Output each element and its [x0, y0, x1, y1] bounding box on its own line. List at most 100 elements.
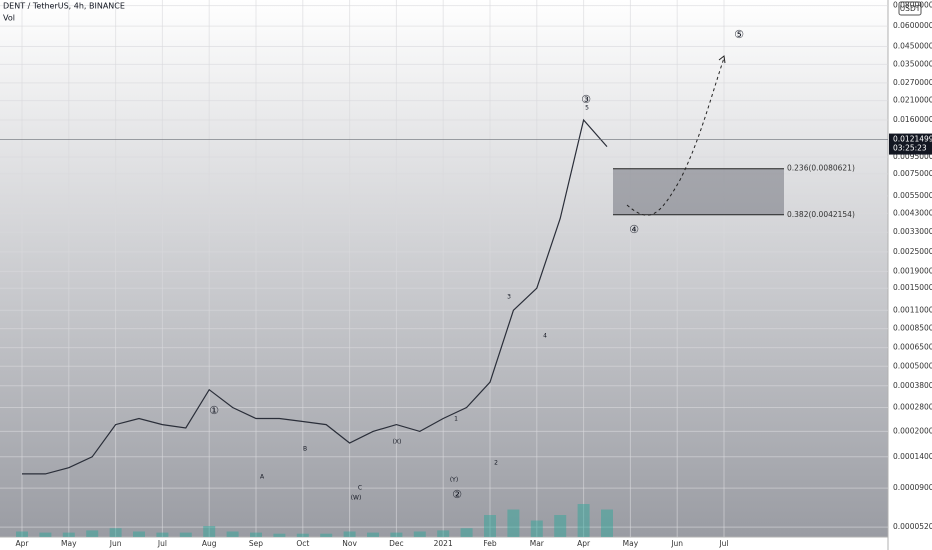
wave-label: ③ — [581, 93, 591, 106]
x-tick-label: Sep — [249, 539, 263, 548]
time-axis — [0, 537, 888, 550]
wave-label: 3 — [507, 294, 511, 301]
y-tick-label: 0.0210000 — [893, 96, 932, 105]
fib-label: 0.382(0.0042154) — [787, 210, 855, 219]
x-tick-label: Aug — [202, 539, 217, 548]
volume-bar — [203, 526, 216, 537]
volume-bar — [554, 515, 567, 537]
wave-label: (Y) — [450, 477, 458, 484]
y-tick-label: 0.0003800 — [893, 381, 932, 390]
x-tick-label: Apr — [577, 539, 591, 548]
y-tick-label: 0.0800000 — [893, 1, 932, 10]
volume-bar — [179, 532, 192, 537]
volume-bar — [16, 531, 28, 537]
y-tick-label: 0.0043000 — [893, 208, 932, 217]
fib-label: 0.236(0.0080621) — [787, 164, 855, 173]
volume-bar — [577, 504, 590, 537]
y-tick-label: 0.0033000 — [893, 227, 932, 236]
x-tick-label: Oct — [296, 539, 309, 548]
wave-label: C — [358, 485, 362, 492]
volume-bar — [296, 533, 309, 537]
volume-bar — [343, 531, 356, 537]
y-tick-label: 0.0019000 — [893, 266, 932, 275]
wave-label: (W) — [351, 495, 362, 502]
volume-bar — [437, 530, 450, 537]
volume-bar — [156, 532, 169, 537]
wave-label: 1 — [454, 416, 458, 423]
x-tick-label: Dec — [389, 539, 404, 548]
price-line — [22, 118, 608, 475]
volume-bar — [273, 533, 286, 537]
wave-label: ① — [209, 404, 219, 417]
x-tick-label: Feb — [483, 539, 497, 548]
y-tick-label: 0.0095000 — [893, 152, 932, 161]
volume-bar — [413, 531, 426, 537]
volume-bar — [250, 532, 262, 537]
wave-label: ⑤ — [734, 28, 744, 41]
y-tick-label: 0.0160000 — [893, 115, 932, 124]
volume-bar — [460, 528, 473, 537]
volume-bar — [530, 520, 543, 537]
x-tick-label: Apr — [16, 539, 30, 548]
y-tick-label: 0.0600000 — [893, 21, 932, 30]
last-price-box — [889, 133, 932, 155]
currency-badge[interactable]: USDT — [900, 4, 921, 13]
y-tick-label: 0.0350000 — [893, 59, 932, 68]
x-tick-label: May — [61, 539, 77, 548]
volume-bar — [507, 509, 520, 537]
y-tick-label: 0.0025000 — [893, 247, 932, 256]
volume-bar — [133, 531, 145, 537]
wave-label: ④ — [629, 223, 639, 236]
x-tick-label: Jul — [718, 539, 728, 548]
volume-bar — [367, 532, 379, 537]
y-tick-label: 0.0015000 — [893, 283, 932, 292]
wave-label: 4 — [543, 333, 547, 340]
wave-label: 2 — [494, 460, 498, 467]
chart-title: DENT / TetherUS, 4h, BINANCE — [3, 2, 125, 11]
price-axis — [888, 0, 932, 550]
wave-label: A — [260, 474, 265, 481]
y-tick-label: 0.0006500 — [893, 343, 932, 352]
y-tick-label: 0.0075000 — [893, 169, 932, 178]
y-tick-label: 0.0011000 — [893, 305, 932, 314]
indicator-label: Vol — [3, 14, 15, 23]
y-tick-label: 0.0005000 — [893, 361, 932, 370]
volume-bar — [86, 530, 99, 537]
projection-path — [626, 57, 725, 216]
y-tick-label: 0.0270000 — [893, 78, 932, 87]
y-tick-label: 0.0001400 — [893, 452, 932, 461]
y-tick-label: 0.0000900 — [893, 483, 932, 492]
x-tick-label: Jun — [109, 539, 122, 548]
y-tick-label: 0.0002800 — [893, 403, 932, 412]
countdown: 03:25:23 — [893, 144, 927, 153]
projection-arrow — [718, 55, 726, 64]
y-tick-label: 0.0008500 — [893, 324, 932, 333]
y-tick-label: 0.0000520 — [893, 522, 932, 531]
volume-bar — [320, 533, 333, 537]
volume-bar — [109, 528, 122, 537]
currency-badge-box[interactable] — [898, 1, 922, 16]
last-price-label: 0.0121499 — [893, 135, 932, 144]
wave-label: ② — [452, 488, 462, 501]
y-tick-label: 0.0002000 — [893, 426, 932, 435]
volume-bar — [484, 515, 496, 537]
volume-bar — [39, 532, 52, 537]
plot-background — [0, 0, 888, 537]
x-tick-label: Jun — [670, 539, 683, 548]
wave-label: B — [303, 446, 307, 453]
volume-bar — [62, 532, 75, 537]
x-tick-label: Jul — [157, 539, 167, 548]
fib-zone — [613, 168, 784, 215]
x-tick-label: May — [623, 539, 639, 548]
volume-bar — [601, 509, 613, 537]
x-tick-label: Nov — [342, 539, 357, 548]
wave-label: (X) — [393, 439, 402, 446]
x-tick-label: 2021 — [434, 539, 453, 548]
x-tick-label: Mar — [530, 539, 545, 548]
volume-bar — [390, 532, 403, 537]
wave-label: 5 — [585, 105, 589, 112]
y-tick-label: 0.0055000 — [893, 191, 932, 200]
volume-bar — [226, 531, 239, 537]
y-tick-label: 0.0450000 — [893, 42, 932, 51]
